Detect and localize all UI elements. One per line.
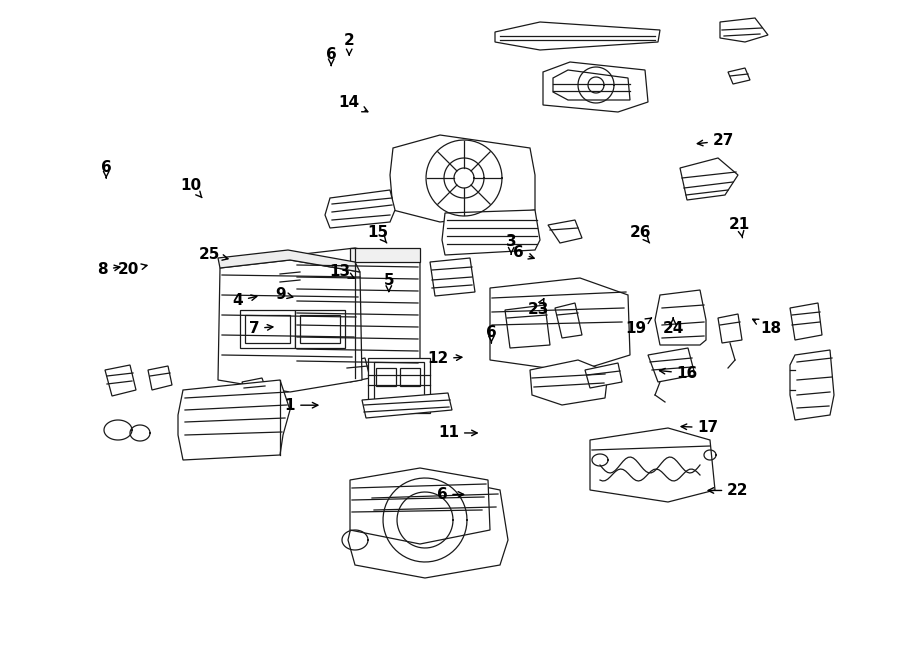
Text: 26: 26 <box>630 225 652 243</box>
Polygon shape <box>218 250 360 272</box>
Polygon shape <box>148 366 172 390</box>
Bar <box>300 315 340 343</box>
Polygon shape <box>728 68 750 84</box>
Text: 6: 6 <box>436 487 464 502</box>
Polygon shape <box>490 278 630 372</box>
Text: 5: 5 <box>383 274 394 292</box>
Text: 12: 12 <box>427 352 462 366</box>
Bar <box>245 315 290 343</box>
Text: 6: 6 <box>101 160 112 178</box>
Text: 21: 21 <box>729 217 751 238</box>
Text: 24: 24 <box>662 318 684 336</box>
Text: 7: 7 <box>248 321 273 336</box>
Text: 23: 23 <box>527 299 549 317</box>
Polygon shape <box>505 305 550 348</box>
Text: 20: 20 <box>118 262 147 277</box>
Polygon shape <box>790 303 822 340</box>
Polygon shape <box>553 70 630 100</box>
Text: 6: 6 <box>513 245 534 260</box>
Polygon shape <box>442 210 540 255</box>
Bar <box>400 368 420 386</box>
Bar <box>368 358 430 413</box>
Bar <box>240 310 295 348</box>
Text: 11: 11 <box>438 426 477 440</box>
Polygon shape <box>655 290 706 345</box>
Polygon shape <box>720 18 768 42</box>
Text: 13: 13 <box>329 264 355 278</box>
Bar <box>376 368 396 386</box>
Polygon shape <box>585 363 622 388</box>
Polygon shape <box>345 358 370 382</box>
Bar <box>295 310 345 348</box>
Text: 15: 15 <box>367 225 389 243</box>
Text: 16: 16 <box>660 366 698 381</box>
Text: 4: 4 <box>232 293 256 308</box>
Polygon shape <box>178 380 290 460</box>
Text: 10: 10 <box>180 178 202 198</box>
Polygon shape <box>790 350 834 420</box>
Polygon shape <box>590 428 715 502</box>
Polygon shape <box>350 248 420 262</box>
Text: 25: 25 <box>199 247 228 262</box>
Text: 1: 1 <box>284 398 318 412</box>
Polygon shape <box>430 258 475 296</box>
Polygon shape <box>295 248 420 378</box>
Text: 27: 27 <box>698 134 734 148</box>
Text: 8: 8 <box>97 262 120 277</box>
Polygon shape <box>495 22 660 50</box>
Polygon shape <box>543 62 648 112</box>
Text: 19: 19 <box>626 318 652 336</box>
Text: 6: 6 <box>326 48 337 65</box>
Polygon shape <box>718 314 742 343</box>
Text: 6: 6 <box>486 325 497 343</box>
Polygon shape <box>362 393 452 418</box>
Polygon shape <box>680 158 738 200</box>
Polygon shape <box>242 378 268 400</box>
Text: 2: 2 <box>344 34 355 55</box>
Polygon shape <box>325 190 395 228</box>
Text: 3: 3 <box>506 234 517 254</box>
Text: 17: 17 <box>681 420 718 435</box>
Polygon shape <box>218 260 362 392</box>
Polygon shape <box>548 220 582 243</box>
Polygon shape <box>648 348 695 382</box>
Polygon shape <box>555 303 582 338</box>
Text: 18: 18 <box>752 319 781 336</box>
Bar <box>374 362 424 407</box>
Polygon shape <box>530 360 608 405</box>
Polygon shape <box>390 135 535 222</box>
Polygon shape <box>350 468 490 544</box>
Text: 9: 9 <box>275 287 292 301</box>
Polygon shape <box>105 365 136 396</box>
Text: 22: 22 <box>708 483 749 498</box>
Polygon shape <box>348 478 508 578</box>
Text: 14: 14 <box>338 95 368 112</box>
Polygon shape <box>278 265 302 293</box>
